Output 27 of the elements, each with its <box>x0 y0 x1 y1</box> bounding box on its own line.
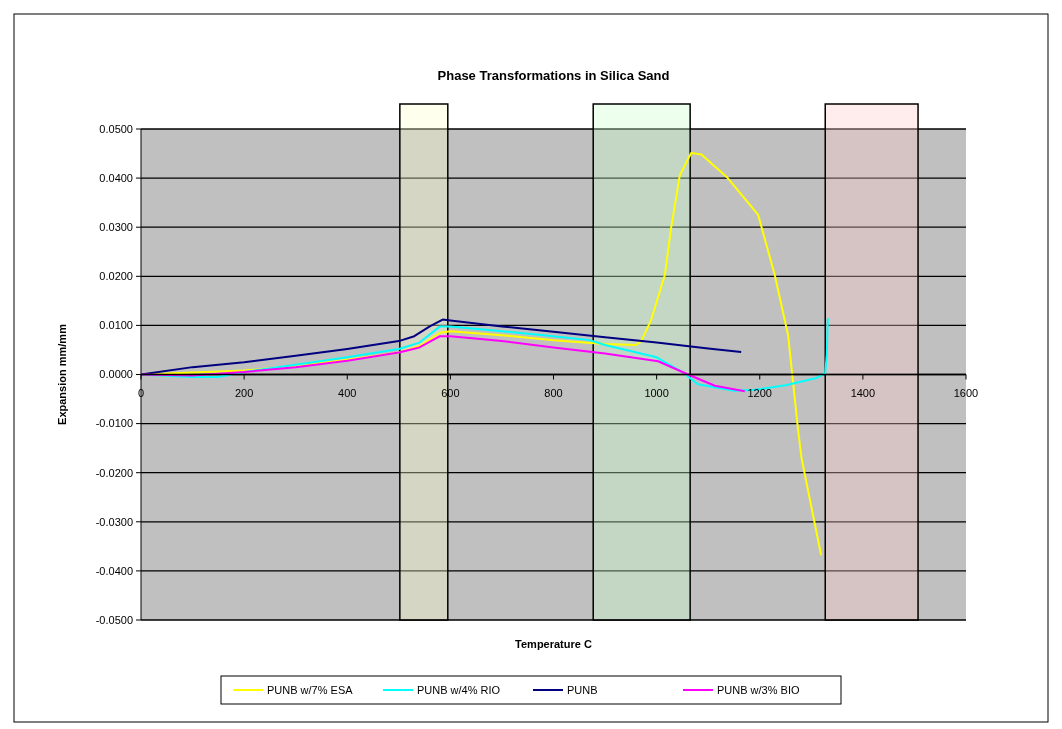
y-axis-title: Expansion mm/mm <box>56 323 68 425</box>
y-tick-label: 0.0300 <box>99 221 133 234</box>
x-tick-label: 1000 <box>644 386 669 399</box>
legend-label: PUNB w/7% ESA <box>267 683 354 696</box>
line-series <box>140 318 743 376</box>
y-tick-label: -0.0400 <box>95 564 133 577</box>
x-tick-label: 400 <box>338 386 357 399</box>
y-tick-label: 0.0100 <box>99 319 133 332</box>
y-tick-label: -0.0500 <box>95 613 133 626</box>
y-tick-label: -0.0300 <box>95 515 133 528</box>
x-tick-label: 1400 <box>850 386 876 399</box>
legend-label: PUNB w/4% RIO <box>417 683 501 696</box>
legend-label: PUNB <box>567 683 598 696</box>
x-tick-label: 1200 <box>747 386 772 399</box>
x-axis-title: Temperature C <box>515 638 592 650</box>
y-tick-label: -0.0100 <box>95 417 133 430</box>
chart-title: Phase Transformations in Silica Sand <box>437 68 670 83</box>
legend-label: PUNB w/3% BIO <box>717 683 800 696</box>
x-tick-label: 1600 <box>953 386 979 399</box>
y-tick-label: -0.0200 <box>95 466 133 479</box>
y-tick-label: 0.0200 <box>99 270 133 283</box>
y-tick-label: 0.0500 <box>99 122 133 135</box>
x-tick-label: 0 <box>137 386 145 399</box>
y-tick-label: 0.0000 <box>99 368 133 381</box>
x-tick-label: 800 <box>544 386 563 399</box>
x-tick-label: 200 <box>234 386 254 399</box>
y-tick-label: 0.0400 <box>99 171 133 184</box>
